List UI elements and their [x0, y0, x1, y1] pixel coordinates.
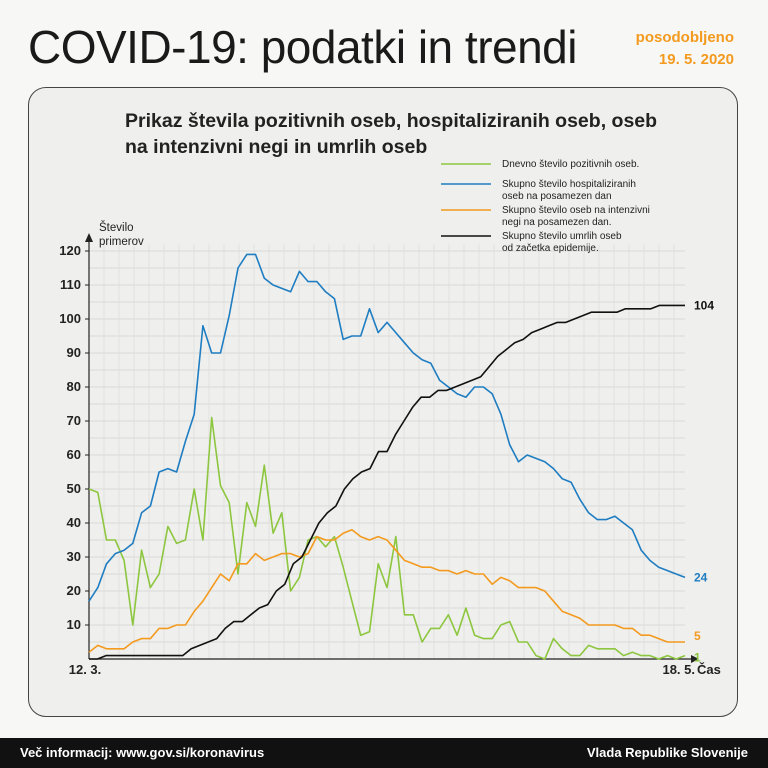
updated-label: posodobljeno [635, 29, 734, 46]
y-tick-label: 10 [67, 617, 81, 632]
updated-date: 19. 5. 2020 [658, 51, 734, 68]
y-tick-label: 60 [67, 447, 81, 462]
y-tick-label: 30 [67, 549, 81, 564]
page-title: COVID-19: podatki in trendi [28, 21, 578, 73]
x-axis-arrow [691, 655, 699, 663]
chart-panel: Prikaz števila pozitivnih oseb, hospital… [28, 87, 738, 717]
y-axis-label: primerov [99, 236, 144, 248]
legend-label: Skupno število umrlih oseb [502, 231, 622, 242]
series-end-label: 1 [694, 651, 701, 665]
y-tick-label: 120 [59, 243, 81, 258]
series-line [88, 416, 686, 660]
y-tick-label: 50 [67, 481, 81, 496]
footer-info-link[interactable]: Več informacij: www.gov.si/koronavirus [20, 745, 265, 760]
y-tick-label: 40 [67, 515, 81, 530]
legend-label: Skupno število oseb na intenzivni [502, 205, 650, 216]
series-line [88, 253, 686, 602]
series-end-label: 104 [694, 298, 714, 312]
y-tick-label: 110 [60, 277, 81, 292]
y-tick-label: 70 [67, 413, 81, 428]
legend-label: oseb na posamezen dan [502, 191, 612, 202]
y-axis-label: Število [99, 221, 134, 234]
series-line [88, 528, 685, 653]
y-axis-arrow [85, 233, 93, 242]
legend-label: Dnevno število pozitivnih oseb. [502, 159, 639, 170]
series-end-label: 5 [694, 629, 701, 643]
footer-source: Vlada Republike Slovenije [586, 745, 748, 760]
x-end-label: 18. 5. [662, 662, 695, 677]
legend-label: negi na posamezen dan. [502, 217, 612, 228]
x-axis-label: Čas [697, 662, 721, 677]
chart-title-line: Prikaz števila pozitivnih oseb, hospital… [125, 110, 657, 132]
footer-bar: Več informacij: www.gov.si/koronavirus V… [0, 738, 768, 768]
legend-label: Skupno število hospitaliziranih [502, 179, 636, 190]
y-tick-label: 80 [67, 379, 81, 394]
updated-info: posodobljeno 19. 5. 2020 [636, 27, 734, 71]
chart: Prikaz števila pozitivnih oseb, hospital… [59, 110, 721, 677]
y-tick-label: 100 [59, 311, 81, 326]
series-end-label: 24 [694, 570, 708, 584]
series-line [89, 304, 685, 660]
legend-label: od začetka epidemije. [502, 243, 599, 254]
x-start-label: 12. 3. [69, 662, 102, 677]
y-tick-label: 90 [67, 345, 81, 360]
y-tick-label: 20 [67, 583, 81, 598]
chart-title-line: na intenzivni negi in umrlih oseb [125, 136, 427, 158]
